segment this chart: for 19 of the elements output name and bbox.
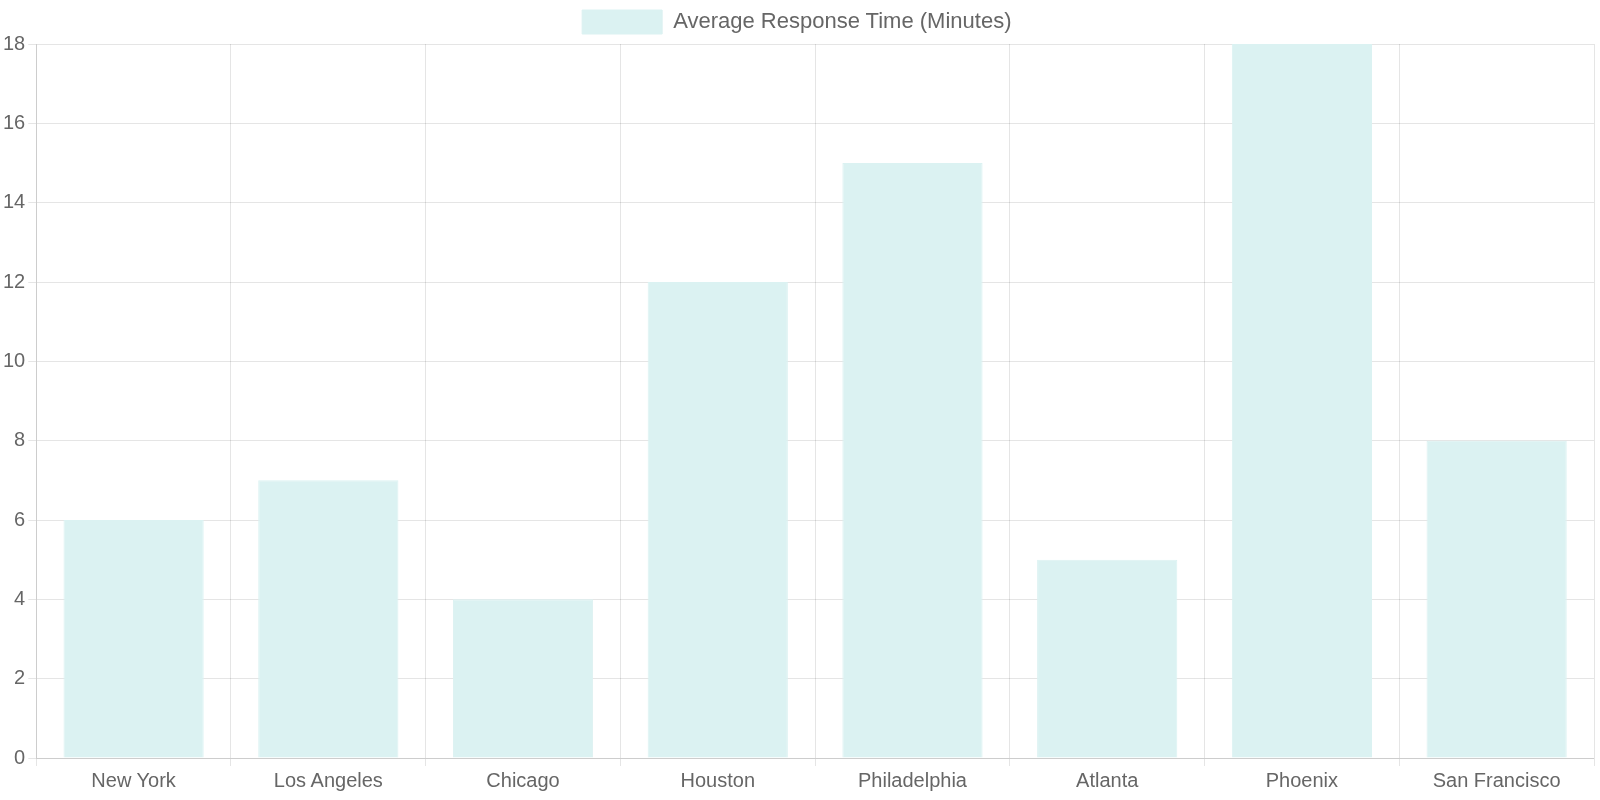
x-tick-label: Phoenix [1265,768,1339,791]
y-tick-label: 6 [14,507,26,530]
y-tick-label: 12 [3,269,26,292]
y-tick-label: 8 [14,428,26,451]
y-tick-label: 0 [14,745,26,768]
y-tick-label: 18 [3,31,26,54]
x-tick-label: New York [91,768,177,791]
x-tick-label: Los Angeles [273,768,383,791]
x-tick-label: Houston [680,768,756,791]
y-tick-label: 16 [3,110,26,133]
y-tick-label: 2 [14,666,26,689]
x-tick-label: Chicago [486,768,560,791]
x-tick-label: San Francisco [1432,768,1561,791]
x-tick-label: Philadelphia [857,768,968,791]
x-tick-label: Atlanta [1076,768,1140,791]
y-tick-label: 14 [3,190,26,213]
y-tick-label: 10 [3,348,26,371]
legend-label: Average Response Time (Minutes) [673,8,1012,34]
y-tick-label: 4 [14,586,26,609]
